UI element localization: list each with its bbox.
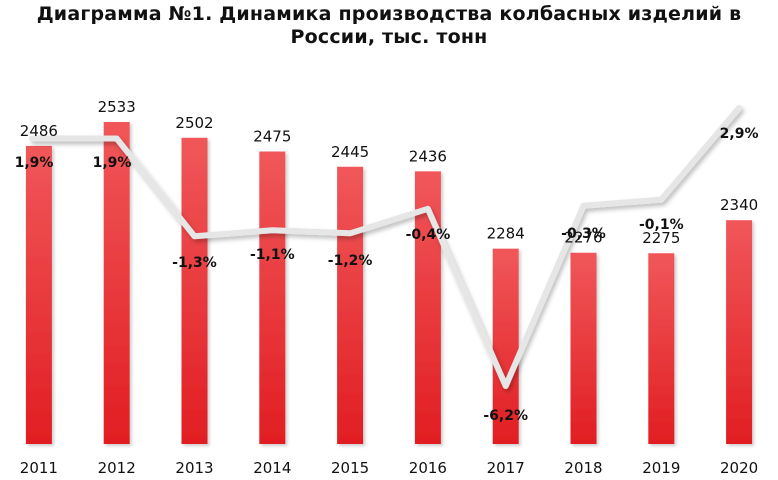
percent-label: -1,3%	[172, 255, 217, 271]
bar-2017	[492, 248, 519, 444]
percent-label: -0,1%	[639, 217, 684, 233]
x-tick-label: 2012	[98, 459, 136, 477]
bar-2011	[25, 145, 52, 444]
x-tick-label: 2018	[564, 459, 602, 477]
percent-label: -1,2%	[328, 253, 373, 269]
x-tick-label: 2015	[331, 459, 369, 477]
bar-value-label: 2340	[720, 196, 758, 214]
bar-value-label: 2276	[564, 229, 602, 247]
bar-2012	[103, 122, 130, 444]
x-tick-label: 2013	[175, 459, 213, 477]
percent-label: -0,4%	[406, 227, 451, 243]
x-tick-label: 2019	[642, 459, 680, 477]
bar-value-label: 2436	[409, 147, 447, 165]
percent-label: -1,1%	[250, 247, 295, 263]
bar-value-label: 2475	[253, 128, 291, 146]
percent-label: 1,9%	[93, 155, 132, 171]
chart-title: Диаграмма №1. Динамика производства колб…	[0, 3, 778, 49]
bar-2016	[414, 171, 441, 444]
bar-2015	[337, 166, 364, 444]
x-tick-label: 2020	[720, 459, 758, 477]
bar-2013	[181, 137, 208, 444]
percent-label: -6,2%	[483, 408, 528, 424]
chart-title-line-1: Диаграмма №1. Динамика производства колб…	[36, 3, 742, 25]
percent-label: 1,9%	[15, 155, 54, 171]
percent-change-line	[29, 105, 743, 389]
x-tick-label: 2017	[487, 459, 525, 477]
bar-2020	[726, 220, 753, 444]
bar-value-label: 2533	[98, 98, 136, 116]
bar-2014	[259, 151, 286, 444]
chart-title-line-2: России, тыс. тонн	[290, 26, 488, 48]
percent-label: -0,3%	[561, 226, 606, 242]
x-tick-label: 2014	[253, 459, 291, 477]
bar-value-label: 2275	[642, 229, 680, 247]
x-tick-label: 2016	[409, 459, 447, 477]
bar-value-label: 2486	[20, 122, 58, 140]
percent-label: 2,9%	[720, 126, 759, 142]
bar-value-label: 2284	[487, 225, 525, 243]
bar-value-label: 2502	[175, 114, 213, 132]
bar-2018	[570, 252, 597, 444]
bar-value-label: 2445	[331, 143, 369, 161]
bar-2019	[648, 253, 675, 444]
x-tick-label: 2011	[20, 459, 58, 477]
